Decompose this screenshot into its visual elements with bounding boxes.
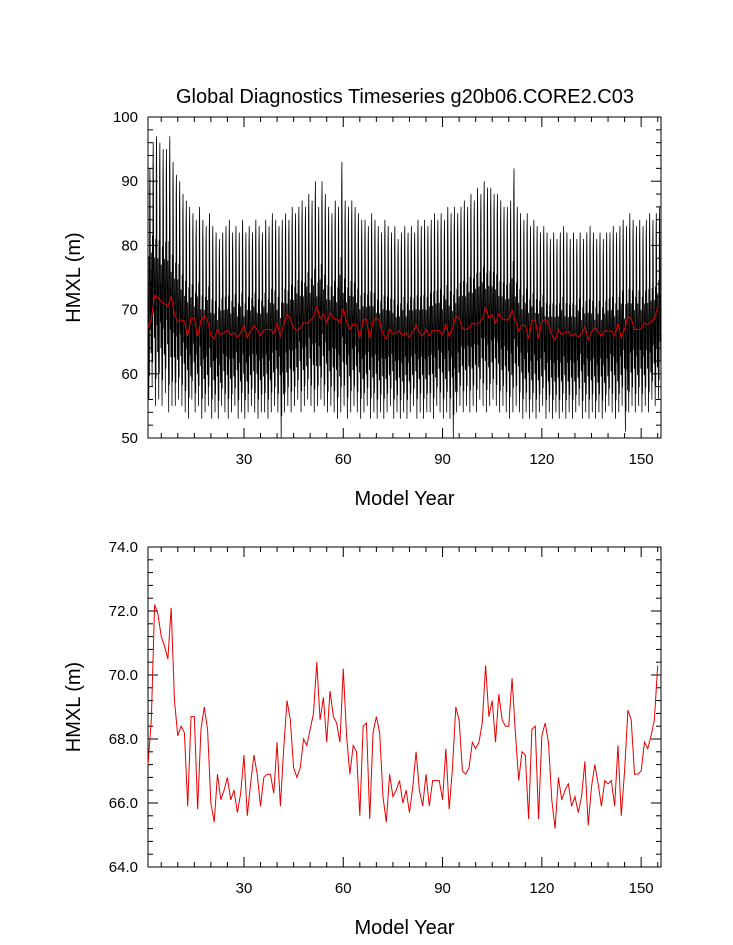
y-tick-label: 70.0 (109, 667, 138, 684)
x-tick-label: 30 (236, 880, 253, 897)
x-tick-label: 150 (629, 880, 654, 897)
y-tick-label: 74.0 (109, 539, 138, 556)
y-tick-label: 80 (121, 237, 138, 254)
y-tick-label: 68.0 (109, 731, 138, 748)
x-tick-label: 30 (236, 451, 253, 468)
y-tick-label: 60 (121, 366, 138, 383)
y-tick-label: 72.0 (109, 603, 138, 620)
y-axis-label: HMXL (m) (63, 232, 85, 322)
plot-frame (147, 546, 662, 868)
annual-mean-series-line (147, 604, 659, 829)
x-tick-label: 120 (529, 451, 554, 468)
x-tick-label: 90 (434, 451, 451, 468)
bottom-panel: 30 60 90 120 150 64.0 66.0 68.0 70.0 72.0 74.0 Mode… (63, 539, 662, 939)
annual-mean-overlay-line (147, 294, 659, 342)
chart-title: Global Diagnostics Timeseries g20b06.COR… (176, 86, 634, 108)
x-tick-label: 150 (629, 451, 654, 468)
x-axis-label: Model Year (354, 917, 454, 939)
y-tick-label: 70 (121, 302, 138, 319)
x-tick-label: 60 (335, 451, 352, 468)
top-panel: 30 60 90 120 150 50 60 70 80 90 100 Model Year HMXL … (63, 109, 662, 510)
y-tick-label: 64.0 (109, 859, 138, 876)
y-tick-label: 100 (113, 109, 138, 126)
x-axis-label: Model Year (354, 488, 454, 510)
y-tick-label: 66.0 (109, 795, 138, 812)
y-tick-label: 50 (121, 430, 138, 447)
y-tick-label: 90 (121, 173, 138, 190)
monthly-series-line (147, 136, 662, 439)
x-tick-label: 60 (335, 880, 352, 897)
x-tick-label: 120 (529, 880, 554, 897)
y-axis-label: HMXL (m) (63, 662, 85, 752)
x-tick-label: 90 (434, 880, 451, 897)
